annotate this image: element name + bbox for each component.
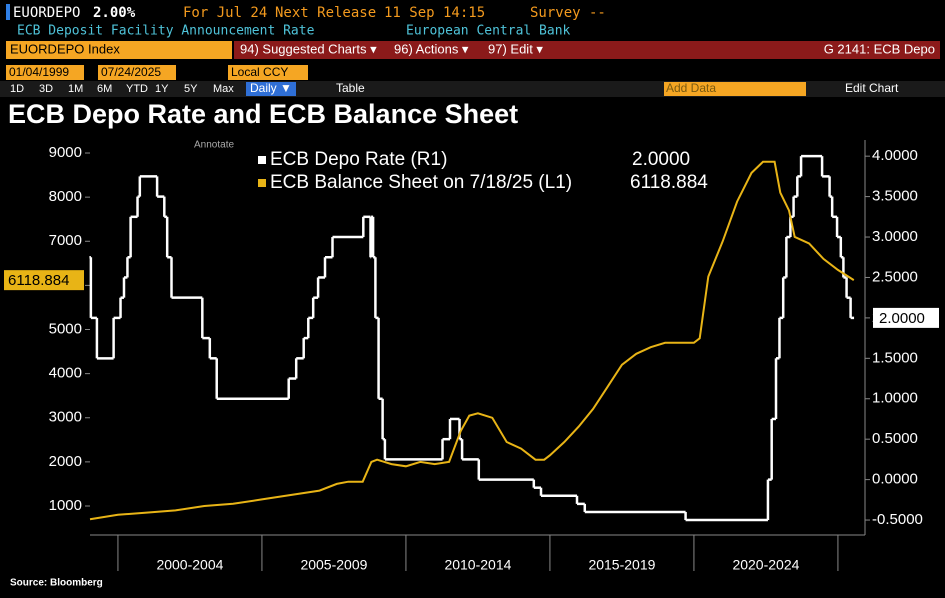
chart-id[interactable]: G 2141: ECB Depo [824,41,935,56]
y2-tick-label: 4.0000 [872,147,918,164]
end-date[interactable]: 07/24/2025 [101,65,161,79]
security[interactable]: EUORDEPO Index [10,41,120,56]
last-value-label: 6118.884 [8,272,69,289]
y-tick-label: 1000 [49,497,82,514]
y2-tick-label: 1.0000 [872,390,918,407]
start-date-box[interactable] [6,65,84,80]
y2-tick-label: 1.5000 [872,349,918,366]
legend-entry: ECB Balance Sheet on 7/18/25 (L1) [270,172,572,193]
range-button[interactable]: 5Y [184,83,198,95]
y2-tick-label: 0.5000 [872,430,918,447]
last-value-label: 2.0000 [879,310,925,327]
y-tick-label: 8000 [49,188,82,205]
last-value-tag [4,270,84,291]
legend-entry: ECB Depo Rate (R1) [270,149,447,170]
source: Source: Bloomberg [10,578,103,589]
y-tick-label: 9000 [49,144,82,161]
edit-chart[interactable]: Edit Chart [845,81,899,95]
last-value-tag [873,307,939,328]
range-button[interactable]: 6M [97,83,112,95]
y2-tick-label: 3.5000 [872,188,918,205]
y2-tick-label: 2.5000 [872,268,918,285]
y-tick-label: 5000 [49,320,82,337]
x-tick-label: 2005-2009 [300,557,367,573]
security-box[interactable] [6,41,232,59]
menu-edit[interactable]: 97) Edit ▾ [488,41,543,56]
y-tick-label: 3000 [49,409,82,426]
x-tick-label: 2000-2004 [156,557,223,573]
last-value: 2.00% [93,5,136,21]
x-tick-label: 2010-2014 [444,557,511,573]
currency[interactable]: Local CCY [231,65,288,79]
table-button[interactable]: Table [336,81,365,95]
legend-value: 6118.884 [630,172,708,193]
menu-suggested[interactable]: 94) Suggested Charts ▾ [240,41,377,56]
menu-bar [234,41,940,59]
description: ECB Deposit Facility Announcement Rate [17,24,315,39]
next-release: Next Release [275,5,376,21]
add-data[interactable]: Add Data [666,81,716,95]
x-tick-label: 2020-2024 [732,557,799,573]
y-tick-label: 7000 [49,232,82,249]
end-date-box[interactable] [98,65,176,80]
y2-tick-label: 3.0000 [872,228,918,245]
legend-swatch [258,179,266,187]
start-date[interactable]: 01/04/1999 [9,65,69,79]
y2-tick-label: -0.5000 [872,511,923,528]
legend-swatch [258,156,266,164]
for-date: For Jul 24 [183,5,267,21]
annotate[interactable]: Annotate [194,140,234,151]
menu-actions[interactable]: 96) Actions ▾ [394,41,469,56]
range-button[interactable]: 1Y [155,83,169,95]
y2-tick-label: 0.0000 [872,471,918,488]
range-button[interactable]: 3D [39,83,53,95]
legend-bg [252,150,718,196]
range-button[interactable]: 1D [10,83,24,95]
source-org: European Central Bank [406,24,571,39]
range-button[interactable]: YTD [126,83,148,95]
y-tick-label: 4000 [49,365,82,382]
legend-value: 2.0000 [632,149,690,170]
y-tick-label: 2000 [49,453,82,470]
add-data-box[interactable] [664,82,806,96]
ticker: EUORDEPO [13,5,80,21]
frequency-box[interactable] [246,82,296,96]
balance-line [89,160,855,521]
chart-title: ECB Depo Rate and ECB Balance Sheet [8,99,518,129]
range-button[interactable]: Max [213,83,234,95]
frequency[interactable]: Daily ▼ [250,81,292,95]
release-date: 11 Sep 14:15 [384,5,485,21]
range-button[interactable]: 1M [68,83,83,95]
ticker-marker [6,4,10,20]
survey: Survey -- [530,5,606,21]
currency-box[interactable] [228,65,308,80]
x-tick-label: 2015-2019 [588,557,655,573]
